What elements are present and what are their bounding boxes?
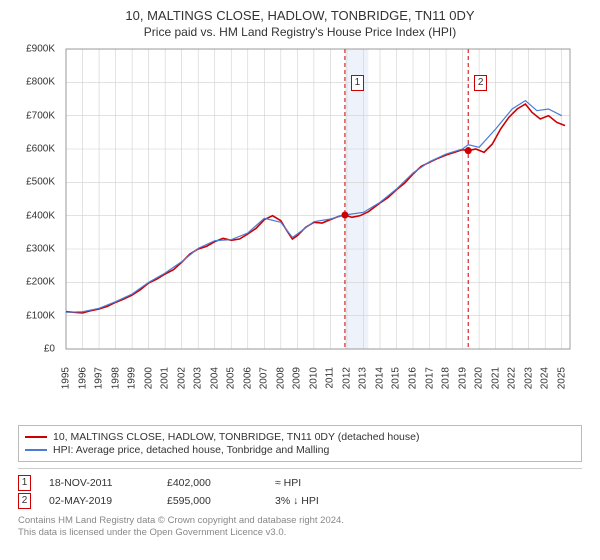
legend-swatch <box>25 436 47 438</box>
legend-label: 10, MALTINGS CLOSE, HADLOW, TONBRIDGE, T… <box>53 431 419 443</box>
x-axis-label: 2016 <box>408 367 419 389</box>
x-axis-label: 2013 <box>358 367 369 389</box>
y-axis-label: £300K <box>26 244 55 255</box>
x-axis-label: 2008 <box>275 367 286 389</box>
x-axis-label: 2000 <box>143 367 154 389</box>
x-axis-label: 1996 <box>77 367 88 389</box>
marker-box-1: 1 <box>351 75 364 91</box>
x-axis-label: 2011 <box>325 367 336 389</box>
x-axis-label: 2003 <box>193 367 204 389</box>
x-axis-label: 1998 <box>110 367 121 389</box>
footer-line-1: Contains HM Land Registry data © Crown c… <box>18 515 582 527</box>
transaction-price: £402,000 <box>167 477 257 489</box>
chart-title: 10, MALTINGS CLOSE, HADLOW, TONBRIDGE, T… <box>10 8 590 23</box>
transaction-date: 18-NOV-2011 <box>49 477 149 489</box>
x-axis-label: 1995 <box>61 367 72 389</box>
y-axis-label: £400K <box>26 210 55 221</box>
transaction-row: 2 02-MAY-2019 £595,000 3% ↓ HPI <box>18 493 582 509</box>
x-axis-label: 2025 <box>556 367 567 389</box>
x-axis-label: 2007 <box>259 367 270 389</box>
x-axis-label: 2014 <box>374 367 385 389</box>
footer-line-2: This data is licensed under the Open Gov… <box>18 527 582 539</box>
transaction-note: 3% ↓ HPI <box>275 495 319 507</box>
y-axis-label: £700K <box>26 110 55 121</box>
x-axis-label: 2001 <box>160 367 171 389</box>
x-axis-label: 2022 <box>507 367 518 389</box>
transaction-row: 1 18-NOV-2011 £402,000 ≈ HPI <box>18 475 582 491</box>
x-axis-label: 2015 <box>391 367 402 389</box>
x-axis-label: 1997 <box>94 367 105 389</box>
x-axis-label: 2018 <box>441 367 452 389</box>
x-axis-label: 2020 <box>474 367 485 389</box>
legend-swatch <box>25 449 47 451</box>
legend-label: HPI: Average price, detached house, Tonb… <box>53 444 329 456</box>
y-axis-label: £0 <box>44 344 55 355</box>
footer: Contains HM Land Registry data © Crown c… <box>18 515 582 540</box>
legend-row: 10, MALTINGS CLOSE, HADLOW, TONBRIDGE, T… <box>25 431 575 443</box>
chart-plot: £0 £100K £200K £300K £400K £500K £600K £700K £80… <box>18 45 578 375</box>
x-axis-label: 2012 <box>341 367 352 389</box>
transaction-date: 02-MAY-2019 <box>49 495 149 507</box>
x-axis-label: 2019 <box>457 367 468 389</box>
transaction-price: £595,000 <box>167 495 257 507</box>
x-axis-label: 2021 <box>490 367 501 389</box>
x-axis-label: 2023 <box>523 367 534 389</box>
x-axis-label: 2004 <box>209 367 220 389</box>
transaction-note: ≈ HPI <box>275 477 301 489</box>
y-axis-label: £500K <box>26 177 55 188</box>
y-axis-label: £600K <box>26 144 55 155</box>
legend-row: HPI: Average price, detached house, Tonb… <box>25 444 575 456</box>
y-axis-label: £800K <box>26 77 55 88</box>
chart-subtitle: Price paid vs. HM Land Registry's House … <box>10 25 590 39</box>
x-axis-label: 2009 <box>292 367 303 389</box>
x-axis-label: 2006 <box>242 367 253 389</box>
transaction-marker: 1 <box>18 475 31 491</box>
x-axis-label: 2005 <box>226 367 237 389</box>
y-axis-label: £900K <box>26 44 55 55</box>
x-axis-label: 2002 <box>176 367 187 389</box>
x-axis-label: 2024 <box>540 367 551 389</box>
x-axis-label: 1999 <box>127 367 138 389</box>
transactions: 1 18-NOV-2011 £402,000 ≈ HPI 2 02-MAY-2019 £59… <box>18 468 582 509</box>
y-axis-label: £200K <box>26 277 55 288</box>
transaction-marker: 2 <box>18 493 31 509</box>
chart-svg <box>18 45 578 375</box>
x-axis-label: 2010 <box>308 367 319 389</box>
legend: 10, MALTINGS CLOSE, HADLOW, TONBRIDGE, T… <box>18 425 582 462</box>
x-axis-label: 2017 <box>424 367 435 389</box>
marker-box-2: 2 <box>474 75 487 91</box>
y-axis-label: £100K <box>26 310 55 321</box>
